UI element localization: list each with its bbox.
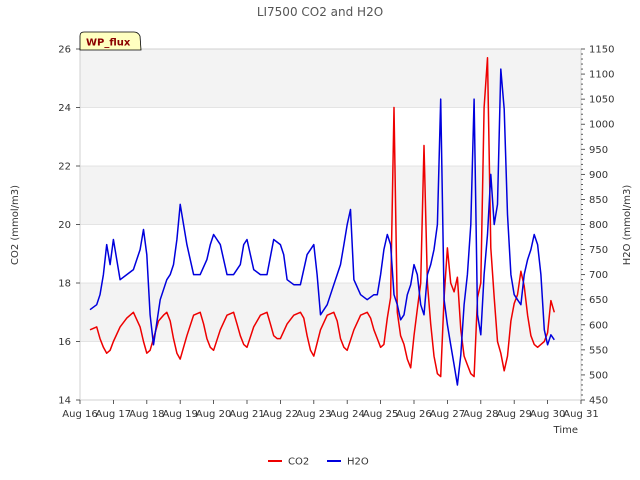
x-tick-label-4: Aug 20 [196, 409, 231, 420]
y-axis-left: 14 16 18 20 22 24 26 [58, 45, 80, 407]
chart-title: LI7500 CO2 and H2O [257, 5, 383, 19]
badge-label: WP_flux [86, 38, 131, 49]
x-tick-label-10: Aug 26 [396, 409, 431, 420]
y2-tick-label-10: 950 [589, 145, 608, 156]
series-line-h2o [89, 68, 555, 386]
y-tick-label-4: 22 [58, 162, 71, 173]
y-tick-label-2: 18 [58, 279, 71, 290]
x-tick-label-2: Aug 18 [129, 409, 164, 420]
background-bands [80, 49, 581, 342]
x-tick-label-8: Aug 24 [329, 409, 364, 420]
x-tick-label-5: Aug 21 [229, 409, 264, 420]
x-tick-label-15: Aug 31 [563, 409, 598, 420]
y2-tick-label-2: 550 [589, 345, 608, 356]
y2-tick-label-4: 650 [589, 295, 608, 306]
y2-tick-label-13: 1100 [589, 70, 614, 81]
y-tick-label-0: 14 [58, 396, 71, 407]
y2-tick-label-7: 800 [589, 220, 608, 231]
x-axis-title: Time [553, 425, 578, 436]
y-tick-label-1: 16 [58, 337, 71, 348]
y2-tick-label-0: 450 [589, 396, 608, 407]
x-tick-label-13: Aug 29 [496, 409, 531, 420]
y-tick-label-6: 26 [58, 45, 71, 56]
y2-tick-label-8: 850 [589, 195, 608, 206]
x-tick-label-14: Aug 30 [530, 409, 565, 420]
y2-tick-label-14: 1150 [589, 45, 614, 56]
legend-co2-label: CO2 [288, 457, 309, 468]
x-tick-label-12: Aug 28 [463, 409, 498, 420]
x-tick-label-9: Aug 25 [363, 409, 398, 420]
band-2 [80, 49, 581, 108]
y2-tick-label-3: 600 [589, 320, 608, 331]
y-tick-label-5: 24 [58, 103, 71, 114]
y2-tick-label-9: 900 [589, 170, 608, 181]
y2-tick-label-11: 1000 [589, 120, 614, 131]
y-tick-label-3: 20 [58, 220, 71, 231]
legend-h2o-label: H2O [347, 457, 369, 468]
y2-tick-label-6: 750 [589, 245, 608, 256]
x-tick-label-11: Aug 27 [430, 409, 465, 420]
x-tick-label-1: Aug 17 [96, 409, 131, 420]
y2-axis-title: H2O (mmol/m3) [622, 185, 633, 266]
series-line-co2 [89, 57, 556, 378]
y-axis-right: 450 500 550 600 650 700 750 800 850 900 950 1000 105… [581, 45, 614, 407]
y2-tick-label-5: 700 [589, 270, 608, 281]
series-layer [89, 57, 556, 386]
wp-flux-badge: WP_flux [79, 31, 142, 51]
x-tick-label-0: Aug 16 [62, 409, 97, 420]
x-tick-label-6: Aug 22 [263, 409, 298, 420]
legend: CO2 H2O [268, 457, 369, 468]
y-axis-title: CO2 (mmol/m3) [10, 185, 21, 265]
y2-tick-label-12: 1050 [589, 95, 614, 106]
x-tick-label-3: Aug 19 [162, 409, 197, 420]
badge-box [79, 31, 142, 51]
x-tick-label-7: Aug 23 [296, 409, 331, 420]
y2-tick-label-1: 500 [589, 370, 608, 381]
